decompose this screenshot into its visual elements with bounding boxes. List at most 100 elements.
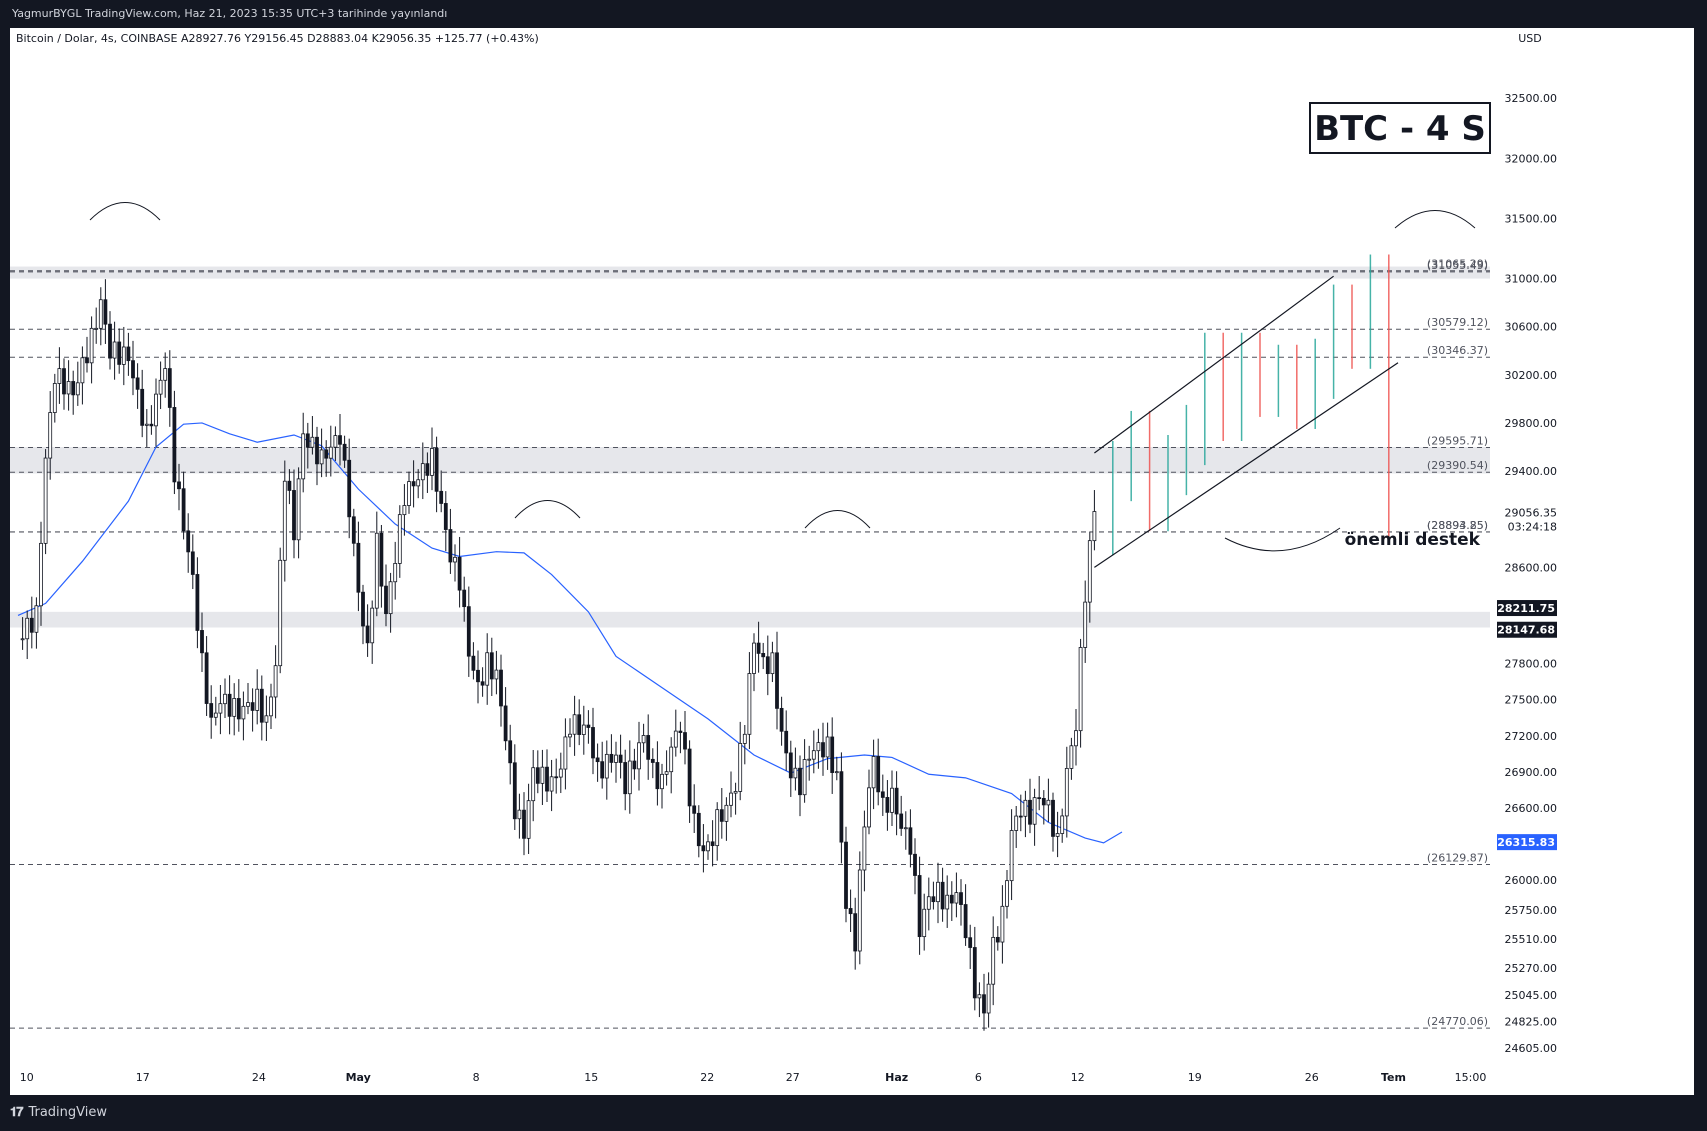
- candle-body: [761, 652, 766, 658]
- y-tick-10: 27500.00: [1505, 694, 1558, 707]
- candle-body: [572, 714, 577, 735]
- candle-body: [862, 826, 867, 871]
- candle-body: [1083, 601, 1088, 648]
- candle-body: [292, 490, 296, 541]
- x-label-3: May: [346, 1071, 371, 1084]
- candle-body: [512, 762, 517, 820]
- candle-body: [807, 758, 812, 761]
- x-label-14: 15:00: [1455, 1071, 1487, 1084]
- arc-arrow-1: [514, 500, 581, 519]
- candle-body: [1055, 833, 1060, 837]
- candle-body: [775, 652, 779, 709]
- candle-body: [273, 665, 278, 698]
- candle-body: [485, 652, 490, 686]
- footer-logo-text: TradingView: [28, 1105, 108, 1120]
- candle-body: [798, 767, 802, 796]
- candle-body: [62, 368, 66, 395]
- candle-body: [1046, 799, 1051, 806]
- chart-frame[interactable]: (31065.29) (31055.49) (30579.12) (30346.37)…: [10, 28, 1694, 1095]
- candle-body: [315, 436, 319, 465]
- price-tag-0: 28211.75: [1497, 602, 1555, 615]
- candle-body: [770, 652, 775, 675]
- y-tick-15: 25750.00: [1505, 904, 1558, 917]
- candle-body: [34, 605, 39, 633]
- candle-body: [379, 532, 384, 587]
- candle-body: [448, 529, 453, 563]
- candle-body: [738, 743, 743, 792]
- candle-body: [190, 551, 195, 575]
- candle-body: [342, 443, 347, 461]
- x-label-10: 12: [1071, 1071, 1085, 1084]
- candle-body: [158, 379, 163, 395]
- candle-body: [85, 357, 89, 364]
- candle-body: [471, 655, 476, 671]
- candle-body: [977, 994, 982, 999]
- candle-body: [545, 766, 549, 792]
- candle-body: [614, 754, 618, 763]
- candle-body: [747, 673, 752, 735]
- candle-body: [39, 542, 43, 607]
- candle-body: [903, 827, 908, 830]
- candle-body: [1014, 815, 1019, 831]
- footer: 𝟏𝟕 TradingView: [10, 1103, 107, 1123]
- candle-body: [246, 702, 250, 707]
- candle-body: [480, 681, 485, 686]
- candle-body: [333, 435, 338, 448]
- candle-body: [213, 712, 218, 718]
- price-chart[interactable]: (31065.29)(31055.49) (30579.12) (30346.37)…: [10, 28, 1694, 1095]
- candle-body: [853, 913, 858, 952]
- x-label-0: 10: [20, 1071, 34, 1084]
- candle-body: [779, 707, 784, 732]
- candle-body: [692, 805, 697, 814]
- candle-body: [494, 669, 499, 680]
- candle-body: [305, 433, 310, 448]
- chart-header: Bitcoin / Dolar, 4s, COINBASE A28927.76 …: [16, 32, 539, 45]
- level-label-4: (29595.71): [1427, 435, 1488, 448]
- candle-body: [936, 881, 940, 903]
- candle-body: [66, 381, 71, 395]
- candle-body: [526, 800, 531, 839]
- last-price-countdown: 03:24:18: [1508, 520, 1557, 533]
- candle-body: [232, 698, 237, 717]
- last-price-value: 29056.35: [1505, 506, 1558, 519]
- candle-body: [131, 360, 135, 379]
- candle-body: [425, 463, 430, 476]
- candle-body: [696, 812, 701, 847]
- candle-body: [338, 435, 342, 445]
- candle-body: [397, 514, 402, 564]
- candle-body: [683, 732, 687, 750]
- candle-body: [733, 791, 738, 794]
- candle-body: [802, 759, 807, 796]
- candle-body: [535, 767, 540, 784]
- candle-body: [25, 617, 30, 640]
- zone-band-2: [10, 611, 1490, 628]
- candle-body: [715, 809, 720, 847]
- candle-body: [227, 693, 232, 717]
- candle-body: [48, 412, 53, 459]
- candle-body: [986, 983, 991, 1014]
- candle-body: [269, 696, 273, 717]
- candle-body: [255, 688, 260, 711]
- x-label-4: 8: [473, 1071, 480, 1084]
- candle-body: [508, 740, 513, 764]
- candle-body: [917, 875, 922, 938]
- candle-body: [374, 532, 379, 609]
- candle-body: [347, 459, 352, 518]
- candle-body: [416, 479, 421, 487]
- y-tick-11: 27200.00: [1505, 730, 1558, 743]
- candle-body: [600, 761, 605, 779]
- candle-body: [457, 556, 462, 591]
- candle-body: [931, 896, 936, 903]
- candle-body: [1005, 880, 1009, 907]
- candle-body: [940, 881, 945, 910]
- candle-body: [439, 490, 444, 504]
- candle-body: [632, 760, 637, 770]
- candle-body: [554, 776, 559, 779]
- arc-arrow-0: [89, 202, 161, 221]
- candle-body: [209, 703, 214, 718]
- candle-body: [200, 630, 204, 654]
- candle-body: [393, 563, 398, 583]
- candle-body: [609, 753, 614, 763]
- candle-body: [756, 642, 761, 654]
- price-tag-bg-0: [1497, 600, 1557, 617]
